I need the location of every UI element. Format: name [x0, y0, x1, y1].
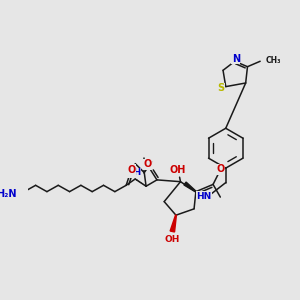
Text: HN: HN: [196, 192, 211, 201]
Text: CH₃: CH₃: [266, 56, 281, 65]
Text: NH: NH: [126, 168, 141, 177]
Text: OH: OH: [165, 235, 180, 244]
Polygon shape: [170, 215, 176, 232]
Text: N: N: [232, 53, 240, 64]
Text: O: O: [128, 165, 136, 175]
Text: OH: OH: [169, 165, 186, 175]
Text: S: S: [218, 83, 225, 93]
Text: H₂N: H₂N: [0, 189, 16, 200]
Text: O: O: [144, 160, 152, 170]
Text: O: O: [216, 164, 224, 174]
Polygon shape: [184, 182, 196, 192]
